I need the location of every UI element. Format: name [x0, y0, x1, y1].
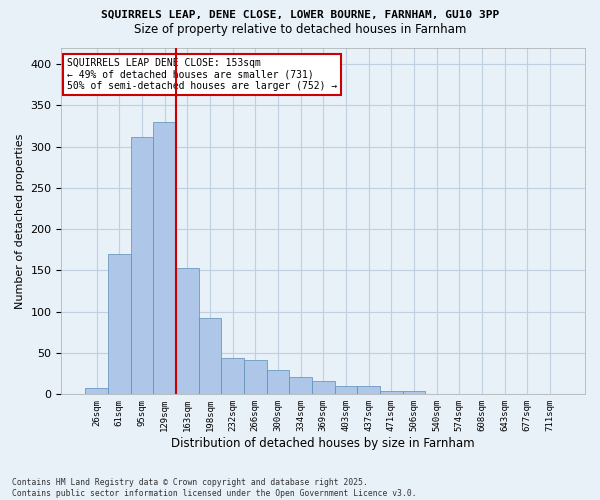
- Bar: [312, 381, 335, 394]
- Text: SQUIRRELS LEAP DENE CLOSE: 153sqm
← 49% of detached houses are smaller (731)
50%: SQUIRRELS LEAP DENE CLOSE: 153sqm ← 49% …: [67, 58, 337, 91]
- Bar: [199, 318, 221, 394]
- Bar: [153, 122, 176, 394]
- Y-axis label: Number of detached properties: Number of detached properties: [15, 133, 25, 308]
- Bar: [357, 386, 380, 394]
- Bar: [131, 136, 153, 394]
- Bar: [244, 360, 266, 394]
- Bar: [176, 268, 199, 394]
- X-axis label: Distribution of detached houses by size in Farnham: Distribution of detached houses by size …: [172, 437, 475, 450]
- Bar: [221, 358, 244, 395]
- Bar: [85, 388, 108, 394]
- Text: SQUIRRELS LEAP, DENE CLOSE, LOWER BOURNE, FARNHAM, GU10 3PP: SQUIRRELS LEAP, DENE CLOSE, LOWER BOURNE…: [101, 10, 499, 20]
- Text: Size of property relative to detached houses in Farnham: Size of property relative to detached ho…: [134, 22, 466, 36]
- Bar: [266, 370, 289, 394]
- Bar: [335, 386, 357, 394]
- Text: Contains HM Land Registry data © Crown copyright and database right 2025.
Contai: Contains HM Land Registry data © Crown c…: [12, 478, 416, 498]
- Bar: [403, 391, 425, 394]
- Bar: [380, 391, 403, 394]
- Bar: [108, 254, 131, 394]
- Bar: [289, 377, 312, 394]
